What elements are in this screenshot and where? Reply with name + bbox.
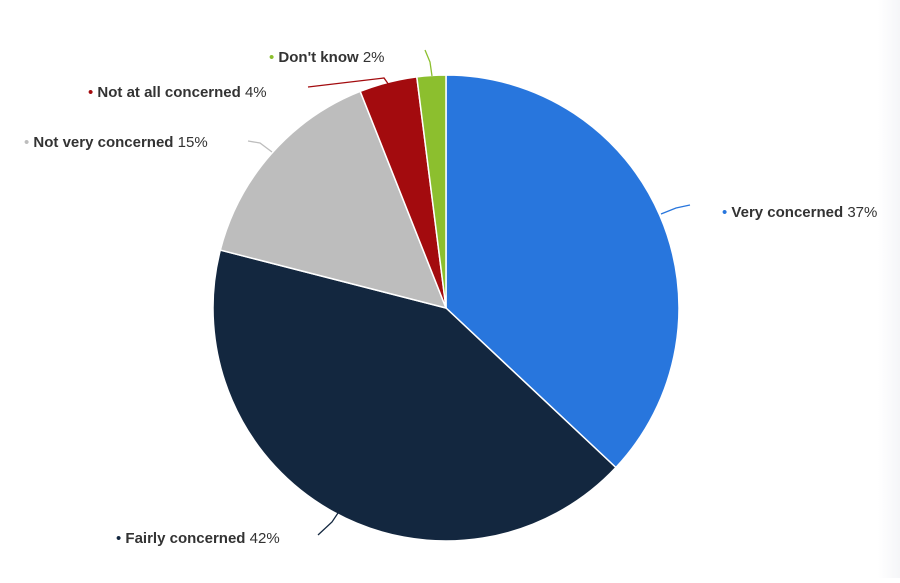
label-value-very-concerned: 37% [847, 204, 877, 221]
data-label-fairly-concerned: • Fairly concerned 42% [116, 530, 280, 547]
data-label-don-t-know: • Don't know 2% [269, 49, 385, 66]
label-bullet-don-t-know: • [269, 49, 278, 66]
label-bullet-very-concerned: • [722, 204, 731, 221]
data-label-very-concerned: • Very concerned 37% [722, 204, 877, 221]
label-category-not-at-all-concerned: Not at all concerned [97, 84, 245, 101]
label-category-don-t-know: Don't know [278, 49, 362, 66]
pie-slice-not-very-concerned[interactable] [219, 90, 448, 310]
leader-line-not-very-concerned [247, 140, 273, 153]
label-category-not-very-concerned: Not very concerned [33, 134, 177, 151]
label-category-very-concerned: Very concerned [731, 204, 847, 221]
label-value-not-very-concerned: 15% [178, 134, 208, 151]
label-bullet-fairly-concerned: • [116, 530, 125, 547]
leader-line-fairly-concerned [317, 509, 341, 536]
label-value-don-t-know: 2% [363, 49, 385, 66]
right-edge-shadow [878, 0, 900, 578]
leader-line-don-t-know [424, 49, 433, 77]
label-value-fairly-concerned: 42% [250, 530, 280, 547]
label-category-fairly-concerned: Fairly concerned [125, 530, 249, 547]
leader-line-not-at-all-concerned [307, 77, 390, 88]
pie-slice-fairly-concerned[interactable] [212, 249, 617, 542]
pie-slice-very-concerned[interactable] [445, 74, 680, 469]
label-bullet-not-very-concerned: • [24, 134, 33, 151]
leader-line-very-concerned [660, 204, 691, 215]
label-value-not-at-all-concerned: 4% [245, 84, 267, 101]
data-label-not-at-all-concerned: • Not at all concerned 4% [88, 84, 267, 101]
data-label-not-very-concerned: • Not very concerned 15% [24, 134, 208, 151]
label-bullet-not-at-all-concerned: • [88, 84, 97, 101]
